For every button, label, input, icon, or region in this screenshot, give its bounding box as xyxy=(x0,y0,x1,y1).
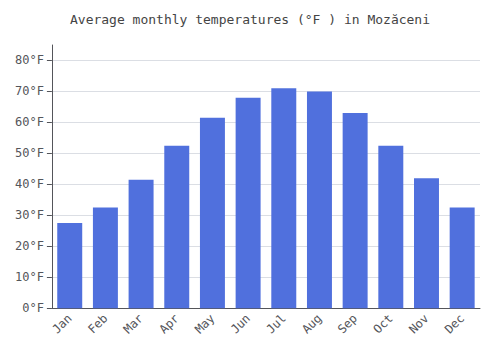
svg-text:Nov: Nov xyxy=(406,311,431,336)
svg-text:Jun: Jun xyxy=(228,311,253,336)
svg-text:Sep: Sep xyxy=(335,311,360,336)
svg-text:20°F: 20°F xyxy=(15,239,44,253)
svg-text:Aug: Aug xyxy=(299,311,324,336)
svg-text:50°F: 50°F xyxy=(15,146,44,160)
svg-text:Average monthly temperatures (: Average monthly temperatures (°F ) in Mo… xyxy=(70,12,430,27)
svg-text:Oct: Oct xyxy=(371,311,396,336)
svg-text:Jul: Jul xyxy=(264,311,289,336)
svg-text:0°F: 0°F xyxy=(22,301,44,315)
svg-text:Jan: Jan xyxy=(49,311,74,336)
svg-text:Apr: Apr xyxy=(156,311,181,336)
svg-text:80°F: 80°F xyxy=(15,53,44,67)
svg-text:30°F: 30°F xyxy=(15,208,44,222)
svg-text:70°F: 70°F xyxy=(15,84,44,98)
svg-text:May: May xyxy=(192,311,217,336)
svg-text:40°F: 40°F xyxy=(15,177,44,191)
svg-text:10°F: 10°F xyxy=(15,270,44,284)
svg-text:Mar: Mar xyxy=(121,311,146,336)
svg-text:Feb: Feb xyxy=(85,311,110,336)
svg-text:60°F: 60°F xyxy=(15,115,44,129)
svg-text:Dec: Dec xyxy=(442,311,467,336)
